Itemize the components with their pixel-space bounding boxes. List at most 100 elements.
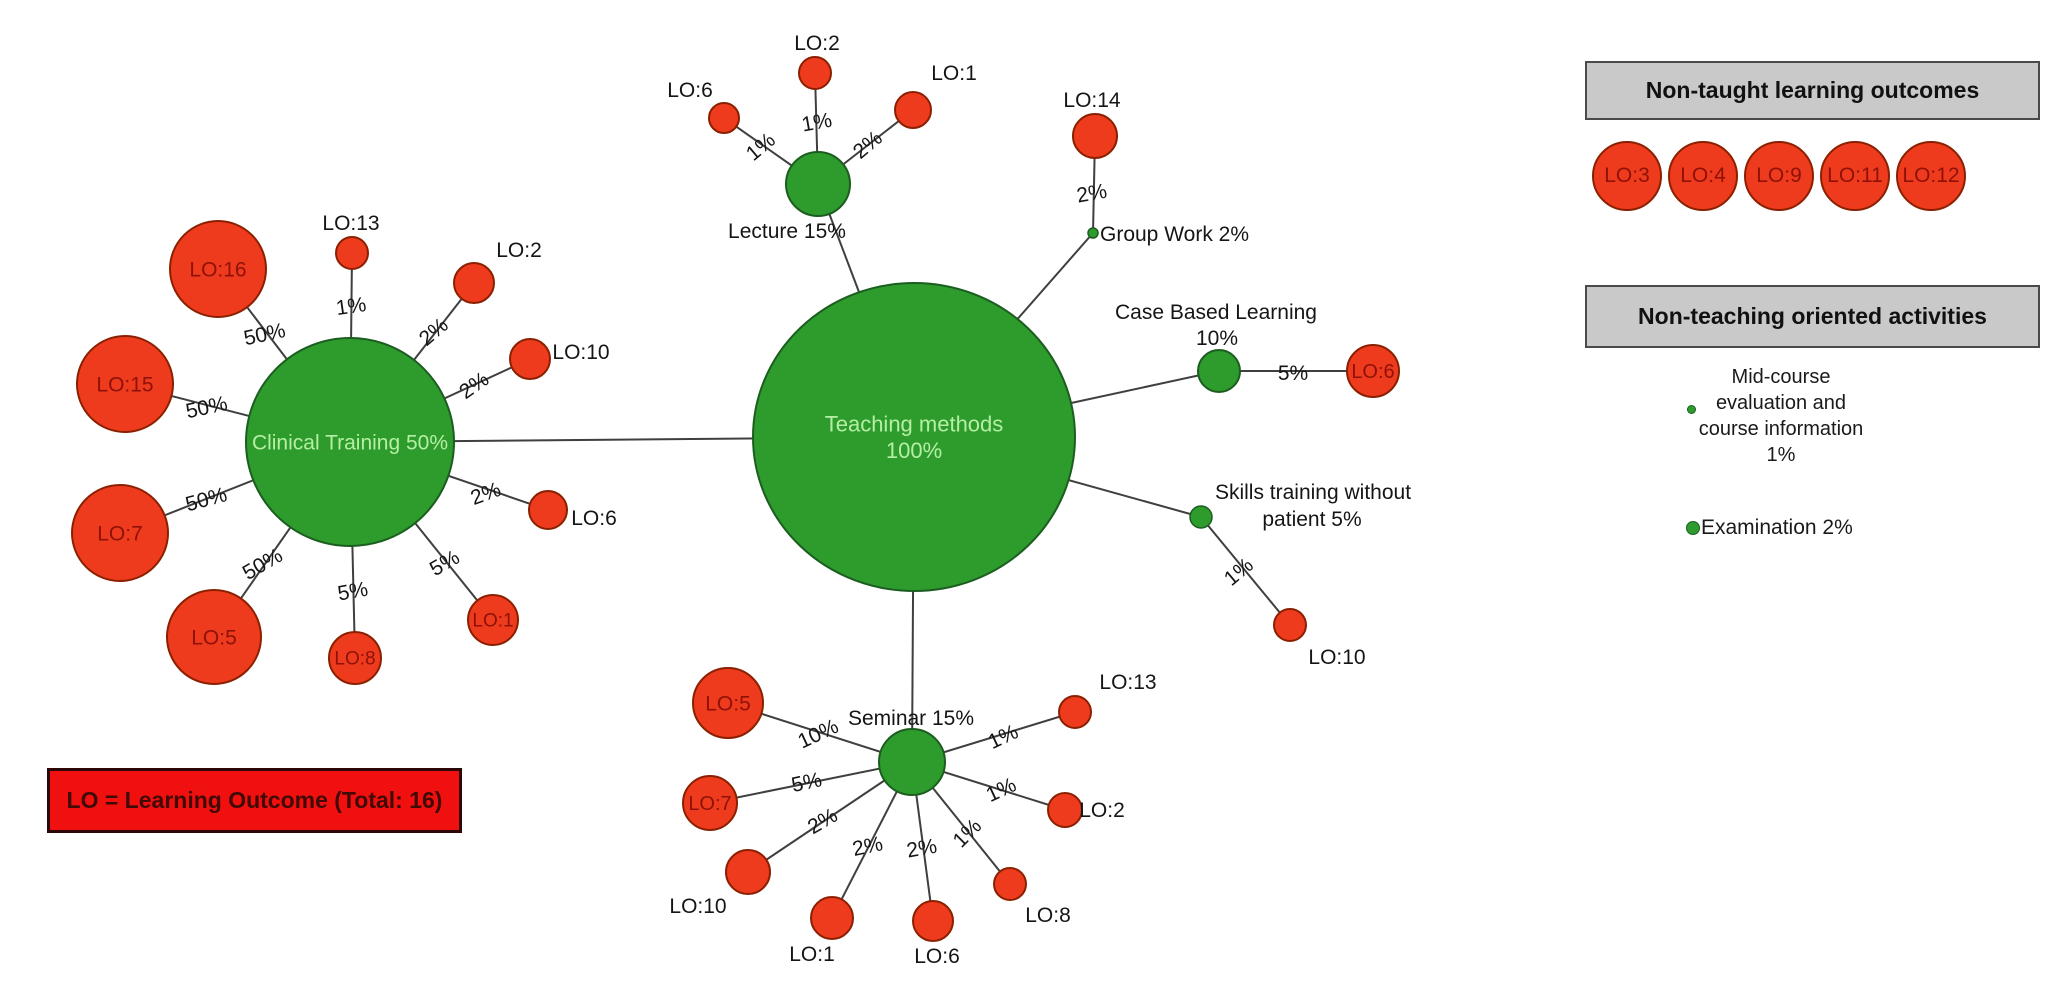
node-sem-lo2-circle	[1047, 792, 1083, 828]
mid-course-line-2: evaluation and	[1715, 392, 1847, 414]
node-lec-lo2-circle	[798, 56, 832, 90]
node-label-seminar: Seminar 15%	[848, 707, 974, 730]
node-sem-lo7-circle	[682, 775, 738, 831]
node-label-lecture: Lecture 15%	[728, 220, 846, 243]
link-label-seminar-sem-lo7: 5%	[789, 768, 823, 797]
node-label-lec-lo6: LO:6	[667, 79, 713, 102]
non-taught-lo-lo9: LO:9	[1744, 141, 1814, 211]
node-label-lec-lo1: LO:1	[931, 62, 977, 85]
node-clinical-training-circle	[245, 337, 455, 547]
node-label-sem-lo1: LO:1	[789, 943, 835, 966]
node-sem-lo5-circle	[692, 667, 764, 739]
node-group-work-circle	[1087, 227, 1099, 239]
node-label-gw-lo14: LO:14	[1063, 89, 1121, 112]
node-label-ct-lo1: LO:1	[472, 611, 513, 632]
node-label-sem-lo6: LO:6	[914, 945, 960, 968]
examination-label: Examination 2%	[1701, 516, 1853, 539]
node-label-ct-lo5: LO:5	[191, 626, 237, 649]
node-label-ct-lo13: LO:13	[322, 212, 379, 235]
mid-course-line-3: course information	[1698, 418, 1864, 440]
node-ct-lo6-circle	[528, 490, 568, 530]
node-case-based-learning-circle	[1197, 349, 1241, 393]
link-label-seminar-sem-lo6: 2%	[905, 835, 939, 863]
mid-course-activity-label: Mid-course evaluation and course informa…	[1671, 364, 1891, 468]
link-label-clinical-training-ct-lo6: 2%	[468, 478, 504, 510]
node-label-ct-lo15: LO:15	[96, 373, 153, 396]
node-sem-lo8-circle	[993, 867, 1027, 901]
link-label-clinical-training-ct-lo8: 5%	[336, 578, 370, 606]
node-label-skills-training-line2: patient 5%	[1262, 508, 1361, 531]
examination-dot-icon	[1686, 521, 1700, 535]
link-label-group-work-gw-lo14: 2%	[1075, 180, 1109, 208]
link-label-seminar-sem-lo10: 2%	[804, 804, 842, 839]
node-label-clinical-training: Clinical Training 50%	[252, 431, 448, 454]
node-ct-lo15-circle	[76, 335, 174, 433]
non-teaching-activities-header: Non-teaching oriented activities	[1585, 285, 2040, 348]
node-label-ct-lo6: LO:6	[571, 507, 617, 530]
node-lecture-circle	[785, 151, 851, 217]
node-label-ct-lo16: LO:16	[189, 258, 246, 281]
node-label-teaching-methods-line2: 100%	[886, 438, 942, 463]
link-label-clinical-training-ct-lo13: 1%	[334, 293, 367, 320]
node-label-sem-lo5: LO:5	[705, 692, 751, 715]
node-label-case-based-learning-line2: 10%	[1196, 327, 1238, 350]
link-label-seminar-sem-lo2: 1%	[983, 773, 1020, 807]
link-label-seminar-sem-lo5: 10%	[794, 715, 842, 754]
mid-course-dot-icon	[1687, 405, 1696, 414]
link-label-case-based-learning-cbl-lo6: 5%	[1278, 362, 1308, 385]
mid-course-line-4: 1%	[1766, 444, 1796, 466]
node-cbl-lo6-circle	[1346, 344, 1400, 398]
link-label-clinical-training-ct-lo15: 50%	[184, 392, 230, 423]
non-taught-lo-lo12: LO:12	[1896, 141, 1966, 211]
node-label-ct-lo10: LO:10	[552, 341, 609, 364]
node-ct-lo1-circle	[467, 594, 519, 646]
node-label-case-based-learning-line1: Case Based Learning	[1115, 301, 1317, 324]
node-ct-lo10-circle	[509, 338, 551, 380]
node-ct-lo13-circle	[335, 236, 369, 270]
link-skills-training-st-lo10	[1200, 516, 1291, 626]
non-taught-lo-row: LO:3 LO:4 LO:9 LO:11 LO:12	[1592, 141, 1966, 211]
node-ct-lo8-circle	[328, 631, 382, 685]
node-label-group-work: Group Work 2%	[1100, 223, 1249, 246]
node-label-sem-lo2: LO:2	[1079, 799, 1125, 822]
node-lec-lo1-circle	[894, 91, 932, 129]
link-label-skills-training-st-lo10: 1%	[1220, 553, 1258, 590]
node-sem-lo13-circle	[1058, 695, 1092, 729]
link-label-seminar-sem-lo1: 2%	[850, 832, 884, 861]
link-label-clinical-training-ct-lo7: 50%	[183, 483, 230, 516]
non-taught-lo-lo11: LO:11	[1820, 141, 1890, 211]
node-seminar-circle	[878, 728, 946, 796]
node-label-sem-lo7: LO:7	[688, 793, 731, 815]
node-label-st-lo10: LO:10	[1308, 646, 1365, 669]
node-ct-lo7-circle	[71, 484, 169, 582]
node-skills-training-circle	[1189, 505, 1213, 529]
node-sem-lo6-circle	[912, 900, 954, 942]
node-label-skills-training-line1: Skills training without	[1215, 481, 1411, 504]
mid-course-line-1: Mid-course	[1731, 366, 1831, 388]
node-ct-lo5-circle	[166, 589, 262, 685]
node-gw-lo14-circle	[1072, 113, 1118, 159]
link-seminar-sem-lo7	[709, 761, 913, 804]
link-label-clinical-training-ct-lo10: 2%	[455, 368, 493, 404]
node-lec-lo6-circle	[708, 102, 740, 134]
examination-activity: Examination 2%	[1686, 516, 1853, 540]
link-label-lecture-lec-lo1: 2%	[849, 126, 887, 163]
node-sem-lo10-circle	[725, 849, 771, 895]
node-teaching-methods-circle	[752, 282, 1076, 592]
link-label-seminar-sem-lo13: 1%	[985, 720, 1022, 754]
non-taught-lo-lo4: LO:4	[1668, 141, 1738, 211]
legend-text: LO = Learning Outcome (Total: 16)	[66, 787, 443, 813]
node-ct-lo2-circle	[453, 262, 495, 304]
node-label-cbl-lo6: LO:6	[1351, 361, 1394, 383]
node-label-sem-lo8: LO:8	[1025, 904, 1071, 927]
legend-box: LO = Learning Outcome (Total: 16)	[47, 768, 462, 833]
node-label-ct-lo2: LO:2	[496, 239, 542, 262]
node-label-ct-lo8: LO:8	[334, 649, 375, 670]
non-taught-outcomes-header: Non-taught learning outcomes	[1585, 61, 2040, 120]
node-st-lo10-circle	[1273, 608, 1307, 642]
link-label-lecture-lec-lo2: 1%	[800, 109, 834, 137]
node-ct-lo16-circle	[169, 220, 267, 318]
node-label-sem-lo13: LO:13	[1099, 671, 1156, 694]
